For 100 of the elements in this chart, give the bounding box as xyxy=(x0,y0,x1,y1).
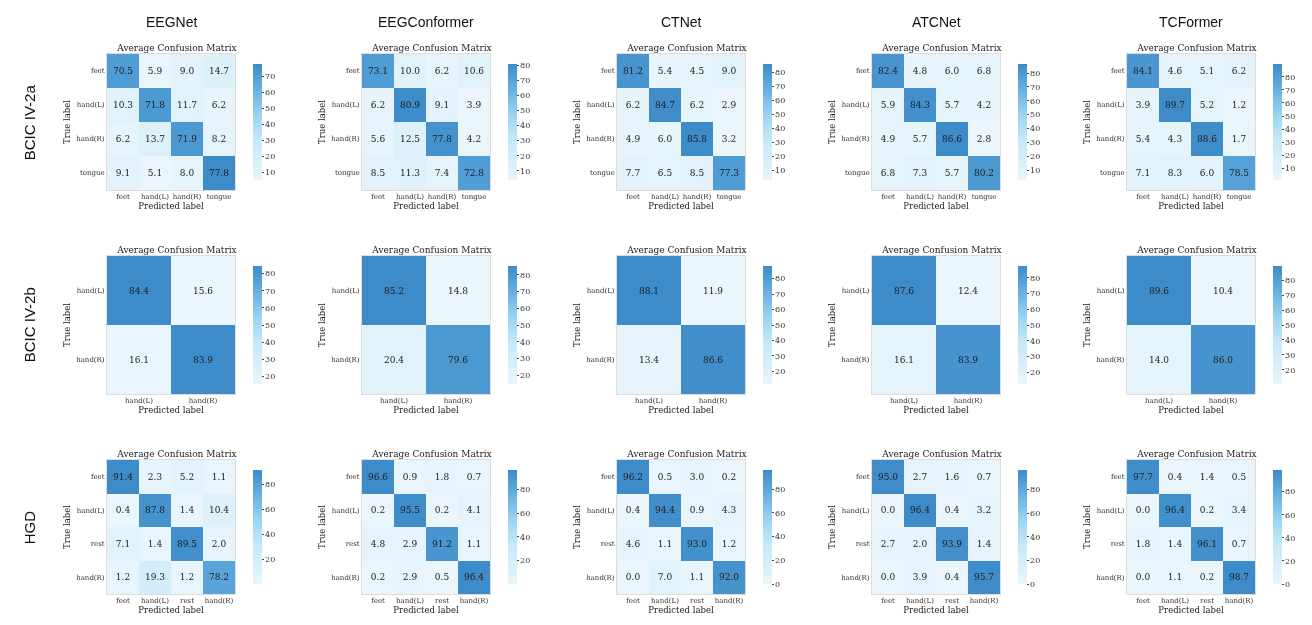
color-bar-label: 40 xyxy=(520,337,531,347)
color-bar-label: 20 xyxy=(265,555,276,565)
x-axis-title: Predicted label xyxy=(648,605,714,616)
y-axis-title: True label xyxy=(571,504,582,549)
data-label: 4.8 xyxy=(370,539,386,550)
color-bar-label: 40 xyxy=(775,123,786,133)
data-label: 4.2 xyxy=(976,100,992,111)
data-label: 15.6 xyxy=(192,286,214,297)
data-label: 4.9 xyxy=(880,134,896,145)
data-label: 82.4 xyxy=(877,66,899,77)
color-bar-label: 60 xyxy=(265,88,276,98)
color-bar-label: 80 xyxy=(1030,68,1041,78)
data-label: 4.6 xyxy=(625,539,641,550)
color-bar-label: 80 xyxy=(520,61,531,71)
chart-subtitle: TCFormer xyxy=(1159,14,1224,30)
data-label: 0.2 xyxy=(434,505,450,516)
data-label: 9.1 xyxy=(115,168,131,179)
y-axis-title: True label xyxy=(826,99,837,144)
data-label: 95.7 xyxy=(973,572,995,583)
color-bar-label: 80 xyxy=(520,485,531,495)
data-label: 0.0 xyxy=(625,572,641,583)
color-bar-label: 50 xyxy=(775,109,786,119)
data-label: 84.4 xyxy=(128,286,150,297)
data-label: 98.7 xyxy=(1228,572,1250,583)
data-label: 1.4 xyxy=(179,505,195,516)
color-bar-label: 20 xyxy=(775,151,786,161)
data-label: 10.4 xyxy=(208,505,230,516)
color-bar-label: 30 xyxy=(265,355,276,365)
chart-title: Average Confusion Matrix xyxy=(116,245,237,256)
color-bar-label: 30 xyxy=(1285,138,1296,148)
data-label: 5.9 xyxy=(880,100,896,111)
data-label: 0.7 xyxy=(1231,539,1247,550)
color-bar-label: 30 xyxy=(1030,352,1041,362)
data-label: 1.4 xyxy=(1167,539,1183,550)
data-label: 84.3 xyxy=(909,100,931,111)
chart-title: Average Confusion Matrix xyxy=(881,449,1002,460)
data-label: 10.0 xyxy=(399,66,421,77)
y-axis-title: True label xyxy=(1081,99,1092,144)
data-label: 93.0 xyxy=(686,539,708,550)
color-bar-label: 40 xyxy=(520,121,531,131)
chart-subtitle: ATCNet xyxy=(912,14,961,30)
color-bar-label: 70 xyxy=(1285,291,1296,300)
data-label: 0.0 xyxy=(1135,572,1151,583)
y-axis-title: True label xyxy=(826,302,837,347)
chart-title: Average Confusion Matrix xyxy=(626,245,747,256)
y-axis-title: True label xyxy=(1081,302,1092,347)
color-bar-label: 20 xyxy=(520,151,531,161)
color-bar-label: 60 xyxy=(265,505,276,515)
data-label: 3.4 xyxy=(1231,505,1247,516)
data-label: 0.5 xyxy=(657,472,673,483)
color-bar-label: 40 xyxy=(265,337,276,347)
data-label: 5.2 xyxy=(1199,100,1215,111)
data-label: 6.2 xyxy=(115,134,131,145)
color-bar-label: 70 xyxy=(775,289,786,299)
color-bar-label: 70 xyxy=(520,76,531,86)
data-label: 7.1 xyxy=(115,539,131,550)
data-label: 8.2 xyxy=(211,134,227,145)
data-label: 0.7 xyxy=(976,472,992,483)
color-bar-label: 40 xyxy=(1285,335,1296,345)
color-bar-label: 60 xyxy=(775,95,786,105)
data-label: 1.1 xyxy=(1167,572,1183,583)
data-label: 20.4 xyxy=(383,355,405,366)
data-label: 3.9 xyxy=(466,100,482,111)
data-label: 1.1 xyxy=(466,539,482,550)
data-label: 0.7 xyxy=(466,472,482,483)
chart-title: Average Confusion Matrix xyxy=(371,43,492,54)
color-bar-label: 40 xyxy=(1030,124,1041,134)
data-label: 86.6 xyxy=(702,355,724,366)
data-label: 2.0 xyxy=(912,539,928,550)
chart-subtitle: EEGConformer xyxy=(378,14,475,30)
color-bar-label: 20 xyxy=(520,371,531,381)
data-label: 9.0 xyxy=(721,66,737,77)
data-label: 13.4 xyxy=(638,355,660,366)
color-bar-label: 40 xyxy=(265,530,276,540)
data-label: 4.8 xyxy=(912,66,928,77)
data-label: 96.4 xyxy=(463,572,485,583)
color-bar-label: 60 xyxy=(1285,305,1296,315)
data-label: 96.4 xyxy=(1164,505,1186,516)
color-bar-label: 60 xyxy=(1285,510,1296,520)
x-axis-title: Predicted label xyxy=(138,201,204,212)
data-label: 5.1 xyxy=(1199,66,1215,77)
data-label: 0.4 xyxy=(944,505,960,516)
color-bar-label: 80 xyxy=(265,269,276,279)
chart-title: Average Confusion Matrix xyxy=(371,449,492,460)
color-bar-label: 80 xyxy=(265,480,276,490)
data-label: 6.8 xyxy=(880,168,896,179)
data-label: 10.4 xyxy=(1212,286,1234,297)
color-bar-label: 50 xyxy=(775,320,786,330)
color-bar-label: 20 xyxy=(775,367,786,377)
color-bar-label: 40 xyxy=(1285,533,1296,543)
data-label: 1.2 xyxy=(721,539,737,550)
color-bar-label: 30 xyxy=(775,351,786,361)
color-bar-label: 40 xyxy=(265,120,276,130)
color-bar-label: 50 xyxy=(520,320,531,330)
color-bar-label: 40 xyxy=(520,532,531,542)
data-label: 78.2 xyxy=(208,572,230,583)
data-label: 7.4 xyxy=(434,168,450,179)
chart-title: Average Confusion Matrix xyxy=(881,245,1002,256)
data-label: 0.4 xyxy=(625,505,641,516)
y-axis-title: True label xyxy=(316,302,327,347)
